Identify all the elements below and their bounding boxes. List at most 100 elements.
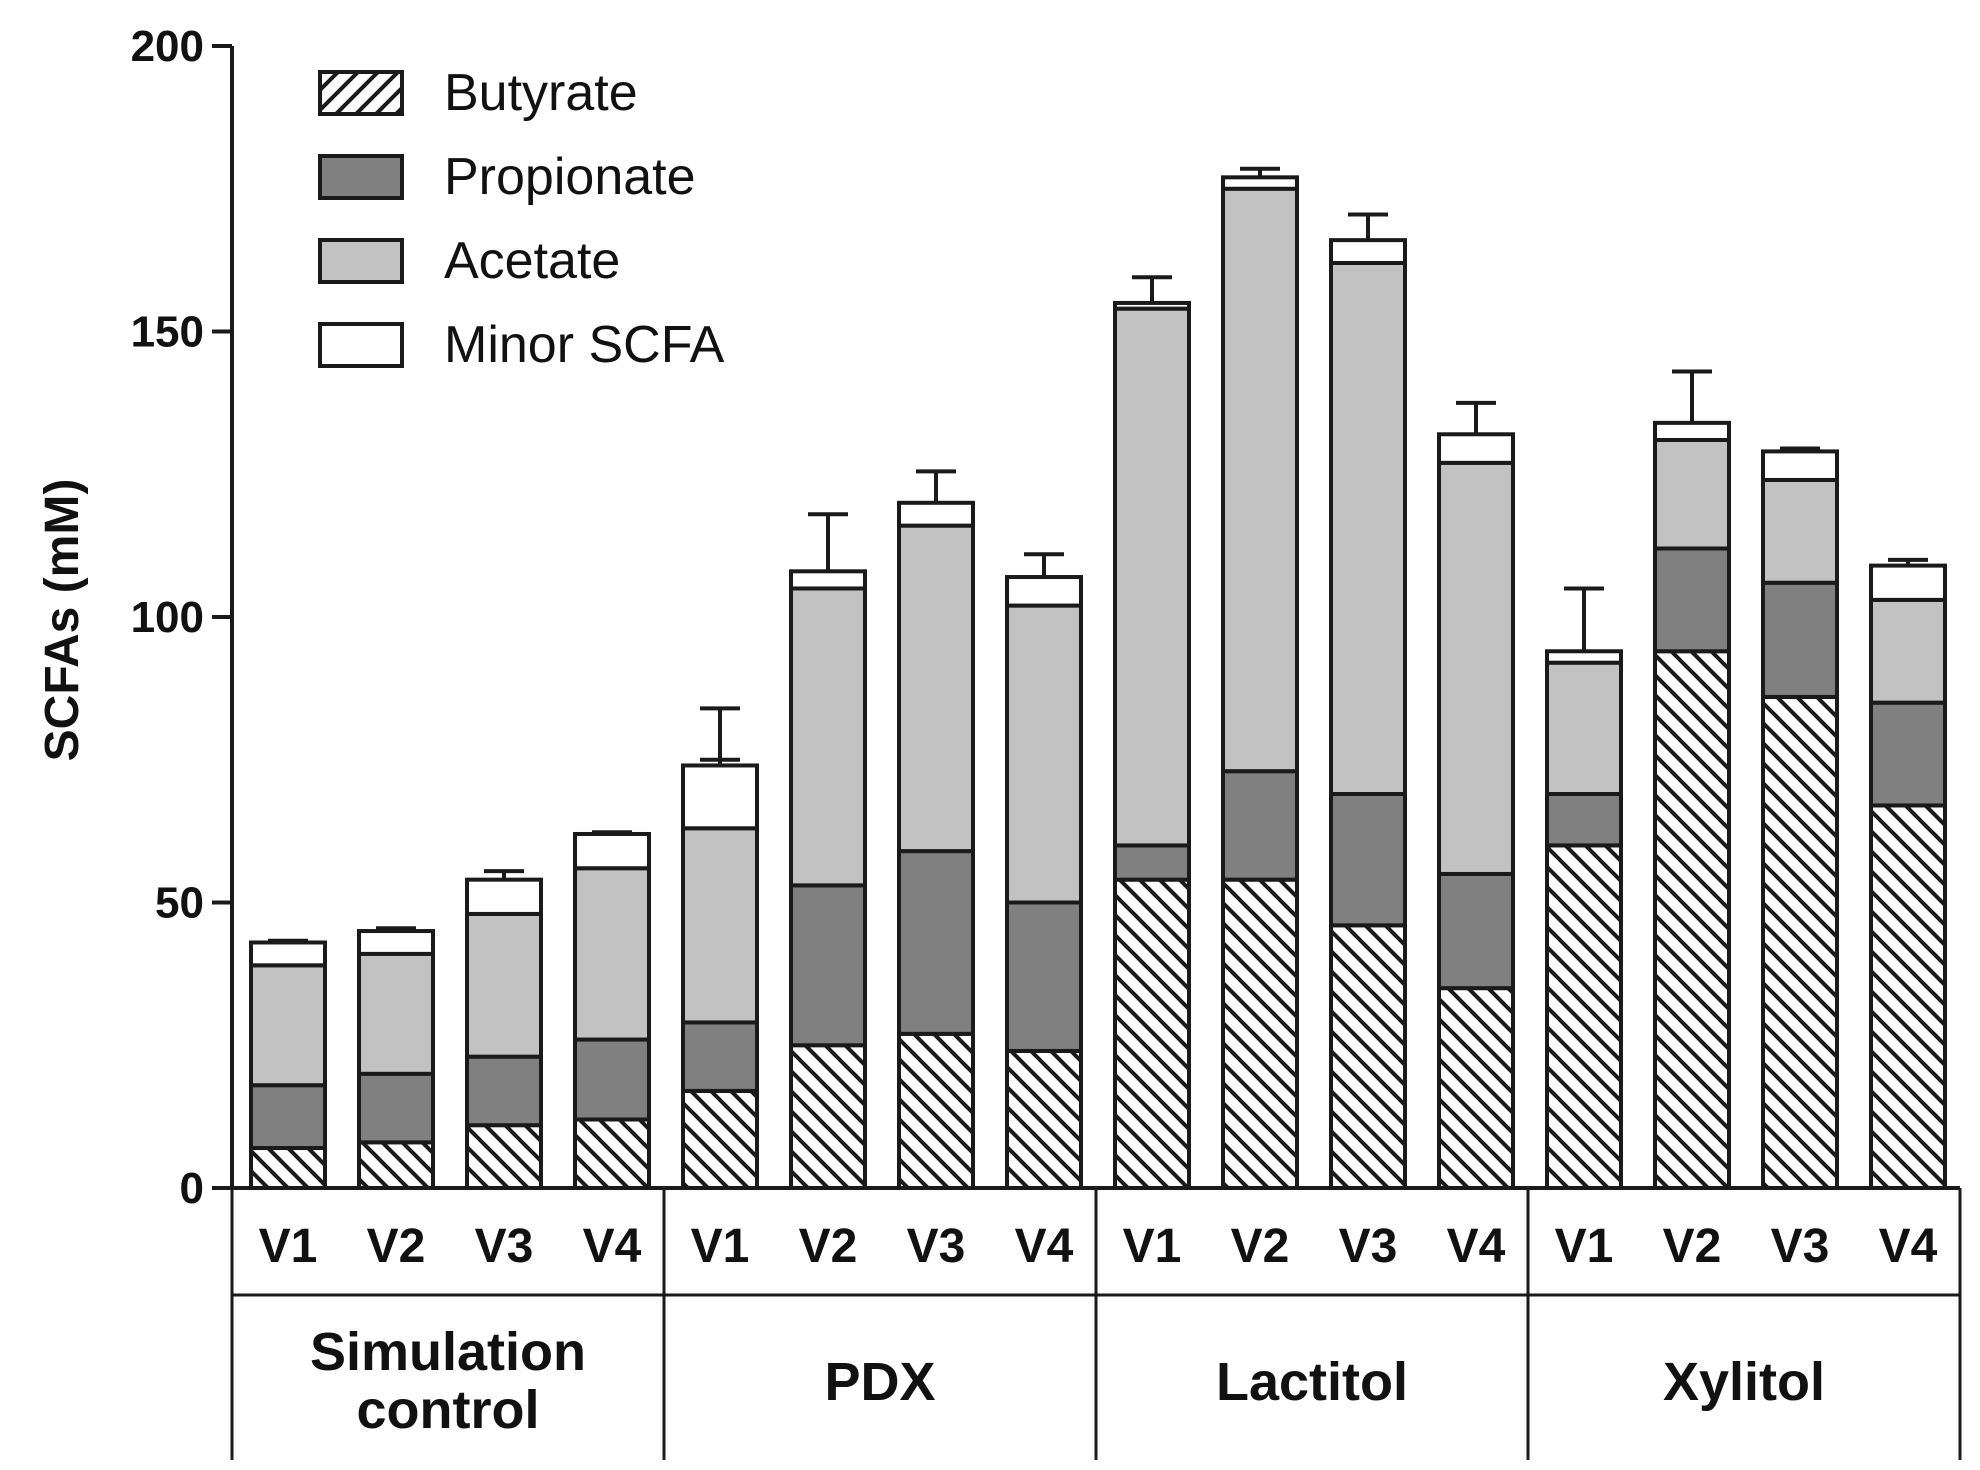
- bar-butyrate-0-v2: [357, 1140, 435, 1190]
- category-label: V1: [259, 1220, 318, 1273]
- axes-layer: V1 V2 V3 V4 V1 V2 V3 V4 V1 V2 V3 V4 V1 V2 V3 V4 0 50 100 15…: [131, 22, 1962, 1460]
- category-label: V3: [907, 1220, 966, 1273]
- bar-minor-scfa-1-v4: [1005, 575, 1083, 608]
- bar-propionate-3-v4: [1869, 700, 1947, 808]
- bar-acetate-1-v2: [789, 586, 867, 888]
- bar-propionate-0-v3: [465, 1054, 543, 1128]
- bar-minor-scfa-0-v3: [465, 877, 543, 916]
- category-label: V4: [1015, 1220, 1074, 1273]
- y-tick-label: 0: [180, 1164, 204, 1213]
- bar-propionate-2-v2: [1221, 769, 1299, 882]
- category-label: V3: [1771, 1220, 1830, 1273]
- legend-label: Minor SCFA: [444, 316, 725, 374]
- bar-butyrate-2-v1: [1113, 877, 1191, 1190]
- bars-layer: [249, 166, 1947, 1191]
- bar-acetate-3-v2: [1653, 437, 1731, 551]
- bar-acetate-3-v4: [1869, 597, 1947, 705]
- bar-propionate-1-v3: [897, 849, 975, 1036]
- bar-acetate-0-v4: [573, 866, 651, 1042]
- bar-acetate-1-v1: [681, 826, 759, 1025]
- bar-propionate-3-v2: [1653, 546, 1731, 654]
- bar-butyrate-3-v1: [1545, 843, 1623, 1191]
- bar-butyrate-1-v2: [789, 1043, 867, 1190]
- bar-propionate-3-v1: [1545, 792, 1623, 848]
- bar-butyrate-3-v3: [1761, 694, 1839, 1190]
- bar-butyrate-1-v3: [897, 1031, 975, 1190]
- category-label: V1: [1555, 1220, 1614, 1273]
- legend-swatch-minor-scfa: [318, 322, 404, 368]
- bar-propionate-0-v4: [573, 1037, 651, 1122]
- legend-swatch-acetate: [318, 238, 404, 284]
- legend: Butyrate Propionate Acetate Minor SCFA: [318, 64, 725, 374]
- legend-label: Butyrate: [444, 64, 638, 122]
- bar-acetate-2-v4: [1437, 460, 1515, 876]
- bar-acetate-0-v3: [465, 911, 543, 1059]
- bar-propionate-2-v4: [1437, 871, 1515, 991]
- bar-minor-scfa-1-v1: [681, 763, 759, 831]
- category-label: V4: [1447, 1220, 1506, 1273]
- category-label: V4: [1879, 1220, 1938, 1273]
- bar-acetate-0-v1: [249, 963, 327, 1088]
- bar-propionate-2-v3: [1329, 792, 1407, 928]
- bar-butyrate-2-v4: [1437, 986, 1515, 1191]
- bar-minor-scfa-1-v3: [897, 500, 975, 528]
- bar-acetate-3-v3: [1761, 477, 1839, 585]
- bar-minor-scfa-3-v4: [1869, 563, 1947, 602]
- bar-acetate-2-v2: [1221, 186, 1299, 774]
- bar-minor-scfa-3-v1: [1545, 649, 1623, 665]
- bar-acetate-1-v4: [1005, 603, 1083, 905]
- bar-acetate-2-v3: [1329, 260, 1407, 797]
- bar-propionate-1-v2: [789, 883, 867, 1048]
- y-tick-label: 200: [131, 22, 204, 71]
- bar-acetate-1-v3: [897, 523, 975, 854]
- category-label: V4: [583, 1220, 642, 1273]
- bar-minor-scfa-3-v2: [1653, 420, 1731, 442]
- category-label: V1: [1123, 1220, 1182, 1273]
- bar-minor-scfa-3-v3: [1761, 449, 1839, 482]
- y-tick-label: 50: [155, 879, 204, 928]
- category-label: V3: [475, 1220, 534, 1273]
- group-label: Lactitol: [1216, 1352, 1408, 1412]
- bar-minor-scfa-0-v4: [573, 831, 651, 871]
- legend-swatch-propionate: [318, 154, 404, 200]
- bar-butyrate-1-v4: [1005, 1048, 1083, 1190]
- bar-propionate-1-v1: [681, 1020, 759, 1093]
- bar-propionate-3-v3: [1761, 580, 1839, 699]
- bar-minor-scfa-2-v2: [1221, 175, 1299, 191]
- category-label: V2: [1663, 1220, 1722, 1273]
- bar-propionate-0-v1: [249, 1083, 327, 1151]
- bar-minor-scfa-2-v4: [1437, 432, 1515, 465]
- bar-butyrate-0-v1: [249, 1146, 327, 1191]
- category-label: V2: [367, 1220, 426, 1273]
- bar-butyrate-2-v2: [1221, 877, 1299, 1190]
- group-label: Xylitol: [1663, 1352, 1825, 1412]
- bar-minor-scfa-2-v3: [1329, 238, 1407, 265]
- bar-propionate-1-v4: [1005, 900, 1083, 1053]
- bar-acetate-3-v1: [1545, 660, 1623, 797]
- bar-minor-scfa-0-v1: [249, 940, 327, 968]
- bar-acetate-2-v1: [1113, 306, 1191, 848]
- y-tick-label: 150: [131, 308, 204, 357]
- bar-butyrate-2-v3: [1329, 923, 1407, 1191]
- bar-butyrate-3-v4: [1869, 803, 1947, 1190]
- category-label: V2: [1231, 1220, 1290, 1273]
- group-label: PDX: [824, 1352, 935, 1412]
- group-label: Simulation: [310, 1322, 586, 1382]
- y-tick-label: 100: [131, 593, 204, 642]
- bar-butyrate-0-v4: [573, 1117, 651, 1190]
- bar-propionate-0-v2: [357, 1071, 435, 1145]
- legend-label: Acetate: [444, 232, 620, 290]
- group-label: control: [357, 1380, 540, 1440]
- y-axis-label: SCFAs (mM): [36, 479, 89, 762]
- bar-butyrate-1-v1: [681, 1088, 759, 1191]
- bar-minor-scfa-2-v1: [1113, 300, 1191, 311]
- bar-acetate-0-v2: [357, 951, 435, 1076]
- category-label: V2: [799, 1220, 858, 1273]
- bar-propionate-2-v1: [1113, 843, 1191, 882]
- bar-minor-scfa-0-v2: [357, 929, 435, 956]
- bar-butyrate-0-v3: [465, 1123, 543, 1190]
- bar-minor-scfa-1-v2: [789, 569, 867, 591]
- category-label: V1: [691, 1220, 750, 1273]
- legend-label: Propionate: [444, 148, 696, 206]
